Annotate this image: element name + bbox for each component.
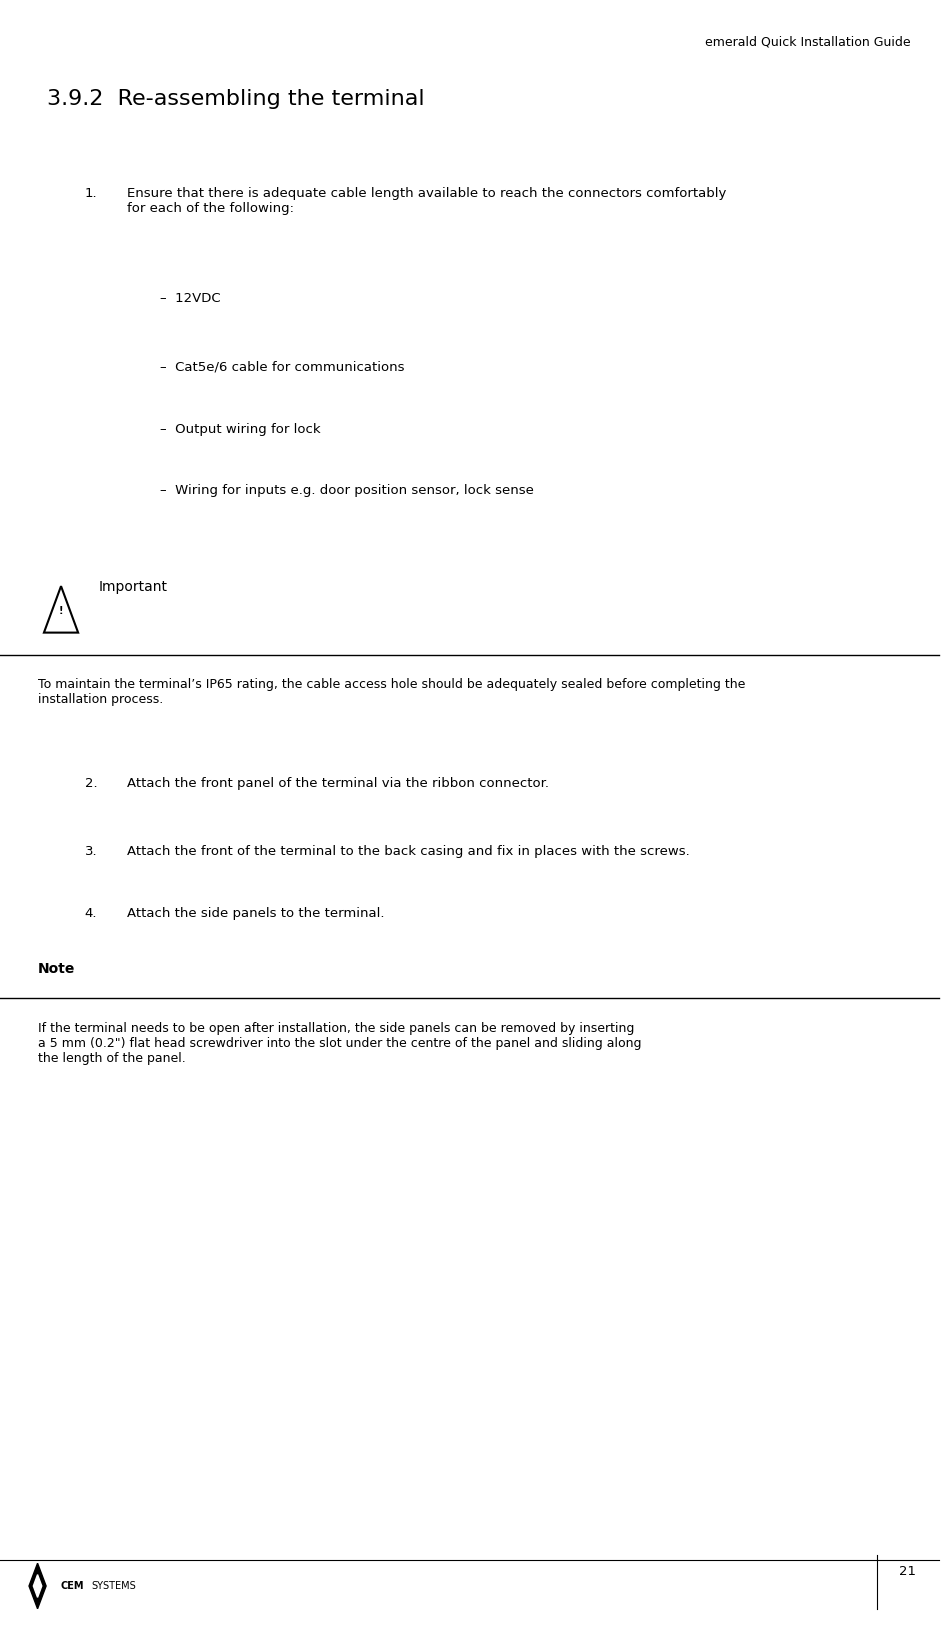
Text: –  Output wiring for lock: – Output wiring for lock: [160, 422, 320, 436]
Text: Ensure that there is adequate cable length available to reach the connectors com: Ensure that there is adequate cable leng…: [126, 187, 726, 214]
Text: 3.9.2  Re-assembling the terminal: 3.9.2 Re-assembling the terminal: [47, 89, 425, 109]
Text: CEM: CEM: [60, 1581, 84, 1591]
Text: Attach the front of the terminal to the back casing and fix in places with the s: Attach the front of the terminal to the …: [126, 845, 689, 858]
Polygon shape: [33, 1575, 42, 1597]
Text: Attach the side panels to the terminal.: Attach the side panels to the terminal.: [126, 907, 384, 920]
Text: –  Wiring for inputs e.g. door position sensor, lock sense: – Wiring for inputs e.g. door position s…: [160, 484, 533, 497]
Text: 4.: 4.: [85, 907, 97, 920]
Text: 1.: 1.: [85, 187, 97, 200]
Text: !: !: [59, 606, 63, 616]
Text: To maintain the terminal’s IP65 rating, the cable access hole should be adequate: To maintain the terminal’s IP65 rating, …: [38, 678, 745, 705]
Text: If the terminal needs to be open after installation, the side panels can be remo: If the terminal needs to be open after i…: [38, 1022, 641, 1064]
Text: SYSTEMS: SYSTEMS: [91, 1581, 136, 1591]
Text: Note: Note: [38, 962, 75, 977]
Text: emerald Quick Installation Guide: emerald Quick Installation Guide: [705, 36, 911, 49]
Text: –  12VDC: – 12VDC: [160, 292, 220, 306]
Polygon shape: [29, 1563, 46, 1609]
Text: 2.: 2.: [85, 777, 97, 790]
Text: 3.: 3.: [85, 845, 97, 858]
Text: –  Cat5e/6 cable for communications: – Cat5e/6 cable for communications: [160, 361, 404, 374]
Text: Attach the front panel of the terminal via the ribbon connector.: Attach the front panel of the terminal v…: [126, 777, 548, 790]
Text: 21: 21: [900, 1565, 917, 1578]
Text: Important: Important: [98, 580, 168, 595]
